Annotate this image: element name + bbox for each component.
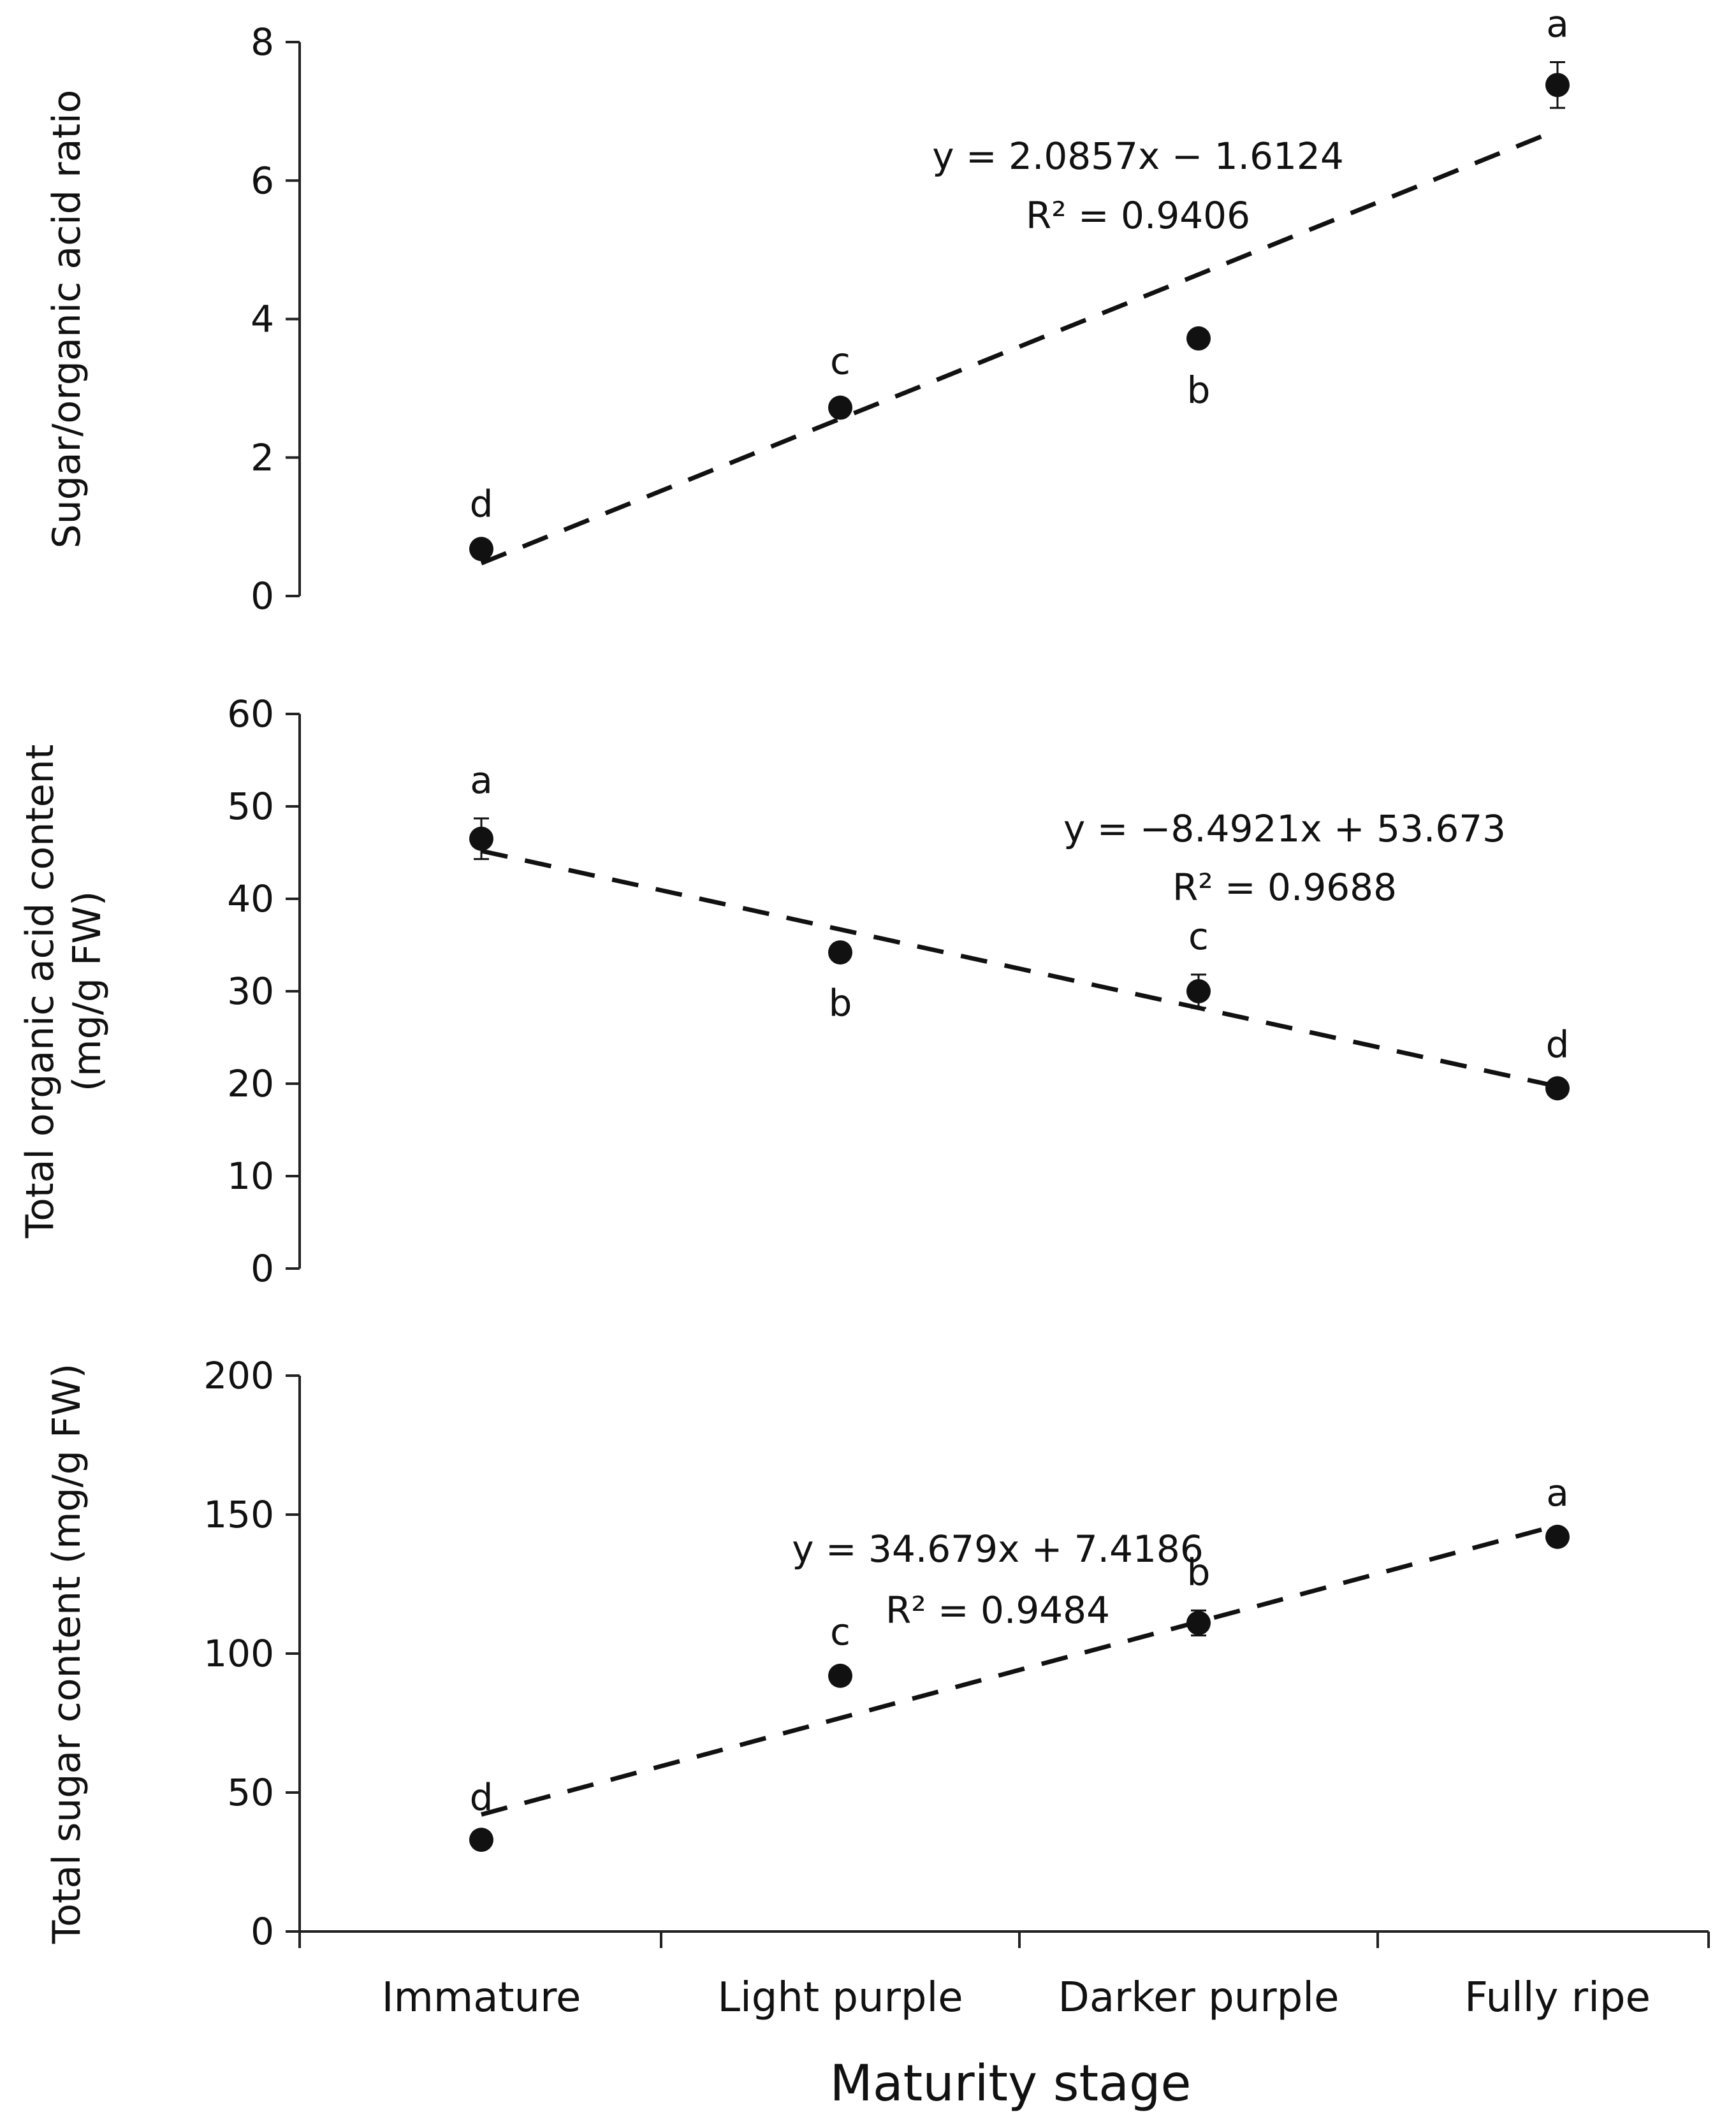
y-tick-label: 60: [227, 692, 274, 736]
y-tick-label: 8: [251, 20, 274, 64]
data-point: [1186, 979, 1211, 1003]
y-axis-title: Total sugar content (mg/g FW): [45, 1364, 89, 1944]
data-point: [1186, 326, 1211, 351]
significance-letter: b: [829, 982, 852, 1025]
significance-letter: c: [830, 1610, 850, 1654]
r-squared: R² = 0.9688: [1172, 866, 1397, 909]
y-tick-label: 6: [251, 159, 274, 202]
y-tick-label: 30: [227, 970, 274, 1013]
y-tick-label: 4: [251, 298, 274, 341]
y-tick-label: 200: [203, 1354, 274, 1397]
data-point: [469, 1828, 493, 1852]
y-axis-title: Total organic acid content: [18, 745, 62, 1239]
significance-letter: a: [1546, 1471, 1569, 1515]
data-point: [469, 537, 493, 562]
x-tick-label: Fully ripe: [1464, 1974, 1651, 2021]
y-tick-label: 10: [227, 1154, 274, 1198]
data-point: [1545, 1076, 1570, 1101]
y-axis-title: (mg/g FW): [65, 891, 110, 1092]
r-squared: R² = 0.9406: [1026, 194, 1250, 237]
data-point: [1545, 73, 1570, 98]
y-tick-label: 0: [251, 1247, 274, 1290]
significance-letter: a: [1546, 3, 1569, 46]
x-tick-label: Darker purple: [1058, 1974, 1339, 2021]
significance-letter: d: [470, 482, 493, 525]
chart-panels: 0 2 4 6 8 Sugar/organic acid ratio d c b a y = 2.0…: [18, 3, 1710, 2113]
significance-letter: b: [1187, 1550, 1211, 1594]
trendline: [481, 848, 1558, 1089]
regression-equation: y = 34.679x + 7.4186: [792, 1527, 1203, 1571]
x-tick-label: Light purple: [717, 1974, 963, 2021]
y-tick-label: 2: [251, 436, 274, 479]
regression-equation: y = −8.4921x + 53.673: [1063, 807, 1506, 850]
data-point: [1186, 1611, 1211, 1636]
x-tick-label: Immature: [382, 1974, 581, 2021]
data-point: [828, 395, 852, 420]
significance-letter: c: [830, 340, 850, 383]
data-point: [469, 826, 493, 851]
trendline: [480, 127, 1559, 565]
significance-letter: b: [1187, 368, 1211, 412]
trendline: [481, 1523, 1558, 1817]
y-tick-label: 50: [227, 785, 274, 828]
data-point: [828, 940, 852, 965]
y-tick-label: 150: [203, 1493, 274, 1536]
r-squared: R² = 0.9484: [886, 1589, 1110, 1632]
y-tick-label: 40: [227, 877, 274, 920]
significance-letter: d: [1546, 1023, 1570, 1066]
y-tick-label: 50: [227, 1771, 274, 1814]
y-axis-title: Sugar/organic acid ratio: [45, 90, 89, 549]
x-axis: Immature Light purple Darker purple Fully r…: [298, 1930, 1710, 2113]
regression-equation: y = 2.0857x − 1.6124: [932, 135, 1343, 178]
x-axis-title: Maturity stage: [830, 2055, 1192, 2113]
y-tick-label: 0: [251, 1910, 274, 1953]
significance-letter: d: [470, 1776, 493, 1819]
significance-letter: a: [470, 759, 493, 802]
data-point: [1545, 1524, 1570, 1549]
chart-panel-3: 0 50 100 150 200 Total sugar content (mg/g FW…: [45, 1354, 1570, 1953]
y-tick-label: 0: [251, 574, 274, 618]
significance-letter: c: [1188, 915, 1209, 958]
chart-panel-1: 0 2 4 6 8 Sugar/organic acid ratio d c b a y = 2.0…: [45, 3, 1570, 618]
data-point: [828, 1663, 852, 1688]
y-tick-label: 100: [203, 1632, 274, 1675]
chart-panel-2: 0 10 20 30 40 50 60 Total organic acid content(…: [18, 692, 1570, 1290]
y-tick-label: 20: [227, 1062, 274, 1105]
